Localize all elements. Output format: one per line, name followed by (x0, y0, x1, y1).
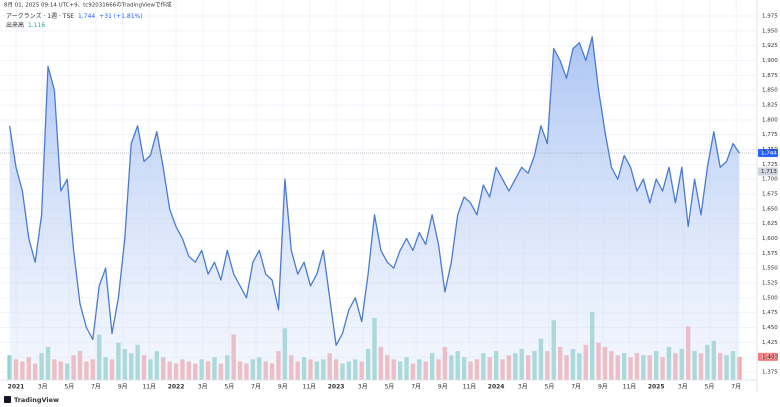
ma-badge (758, 167, 778, 176)
symbol-name: アークランズ · 1週 · TSE (6, 12, 74, 20)
x-tick-label: 7月 (251, 384, 261, 391)
x-tick-label: 11月 (142, 384, 156, 391)
x-tick-label: 5月 (705, 384, 715, 391)
y-tick-label: 1,475 (762, 310, 778, 316)
y-tick-label: 1,725 (762, 162, 778, 168)
x-tick-label: 7月 (731, 384, 741, 391)
x-tick-label: 2022 (168, 384, 185, 391)
x-tick-label: 3月 (358, 384, 368, 391)
y-tick-label: 1,950 (762, 28, 778, 34)
y-tick-label: 1,900 (762, 58, 778, 64)
x-tick-label: 9月 (278, 384, 288, 391)
y-tick-label: 1,550 (762, 266, 778, 272)
y-tick-label: 1,850 (762, 88, 778, 94)
y-tick-label: 1,600 (762, 236, 778, 242)
y-tick-label: 1,875 (762, 73, 778, 79)
created-note: 8月 01, 2025 09:14 UTC+9、tc92031666のTradi… (4, 1, 172, 9)
volume-legend: 出来高 1.116 (6, 21, 45, 29)
x-tick-label: 7月 (571, 384, 581, 391)
y-tick-label: 1,425 (762, 340, 778, 346)
y-tick-label: 1,700 (762, 177, 778, 183)
y-tick-label: 1,575 (762, 251, 778, 257)
last-price: 1,744 (78, 13, 95, 20)
y-tick-label: 1,925 (762, 43, 778, 49)
x-tick-label: 5月 (545, 384, 555, 391)
x-tick-label: 3月 (198, 384, 208, 391)
y-tick-label: 1,800 (762, 117, 778, 123)
y-tick-label: 1,500 (762, 295, 778, 301)
price-change: +31 (+1.81%) (99, 13, 142, 20)
x-tick-label: 11月 (463, 384, 477, 391)
y-tick-label: 1,375 (762, 369, 778, 375)
y-tick-label: 1,975 (762, 14, 778, 20)
x-tick-label: 9月 (598, 384, 608, 391)
x-tick-label: 9月 (118, 384, 128, 391)
y-tick-label: 1,625 (762, 221, 778, 227)
x-tick-label: 2024 (488, 384, 505, 391)
volume-badge (758, 352, 778, 361)
x-tick-label: 7月 (411, 384, 421, 391)
last-price-label: 1,744 (761, 151, 777, 157)
volume-title: 出来高 (6, 21, 24, 29)
y-tick-label: 1,400 (762, 355, 778, 361)
y-tick-label: 1,525 (762, 280, 778, 286)
y-tick-label: 1,825 (762, 103, 778, 109)
logo: TradingView (14, 396, 59, 404)
price-line (8, 36, 740, 346)
x-tick-label: 5月 (224, 384, 234, 391)
y-tick-label: 1,775 (762, 132, 778, 138)
y-tick-label: 1,450 (762, 325, 778, 331)
x-tick-label: 11月 (303, 384, 317, 391)
x-tick-label: 3月 (38, 384, 48, 391)
volume-badge-label: 1.116 (761, 354, 777, 360)
x-tick-label: 11月 (623, 384, 637, 391)
x-tick-label: 2025 (648, 384, 665, 391)
x-tick-label: 5月 (64, 384, 74, 391)
ma-label: 1,713 (761, 169, 777, 175)
symbol: アークランズ · 1週 · TSE 1,744 +31 (+1.81%) (6, 12, 143, 20)
x-tick-label: 3月 (678, 384, 688, 391)
x-tick-label: 7月 (91, 384, 101, 391)
y-tick-label: 1,675 (762, 192, 778, 198)
x-tick-label: 9月 (438, 384, 448, 391)
volume-value: 1.116 (28, 22, 45, 29)
price-area (9, 36, 740, 381)
last-price-badge (758, 149, 778, 158)
logo-icon (4, 396, 11, 403)
x-tick-label: 3月 (518, 384, 528, 391)
x-tick-label: 2023 (328, 384, 345, 391)
x-tick-label: 5月 (384, 384, 394, 391)
x-tick-label: 2021 (8, 384, 25, 391)
y-tick-label: 1,650 (762, 206, 778, 212)
y-tick-label: 1,750 (762, 147, 778, 153)
